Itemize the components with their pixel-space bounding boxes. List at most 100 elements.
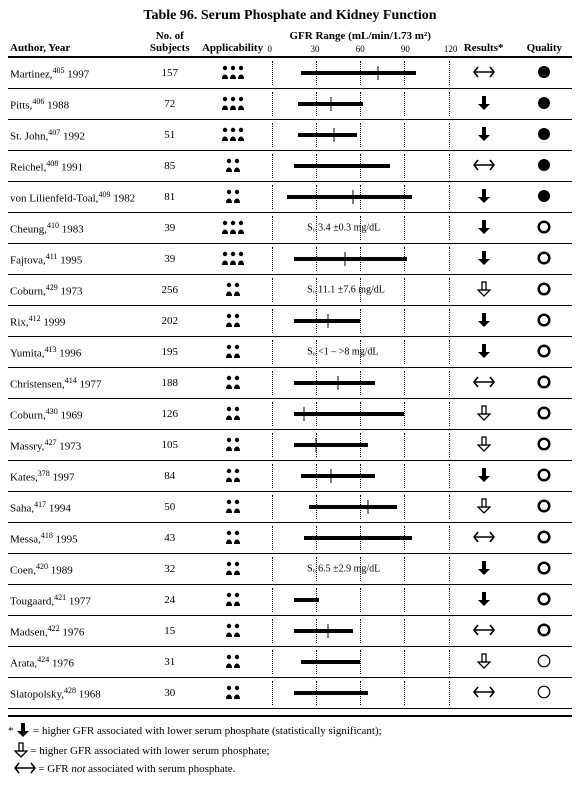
range-bar bbox=[294, 443, 368, 447]
range-text: Sₒ <1 – >8 mg/dL bbox=[307, 347, 378, 358]
range-marker bbox=[333, 128, 334, 142]
result-icon bbox=[477, 467, 491, 486]
applicability-cell bbox=[195, 89, 269, 120]
result-cell bbox=[451, 523, 517, 554]
range-bar bbox=[294, 629, 353, 633]
applicability-icon bbox=[225, 406, 241, 423]
table-row: Christensen,414 1977188 bbox=[8, 368, 572, 399]
range-marker bbox=[345, 252, 346, 266]
author-cell: St. John,407 1992 bbox=[8, 120, 144, 151]
result-cell bbox=[451, 244, 517, 275]
result-icon bbox=[477, 405, 491, 424]
result-cell bbox=[451, 678, 517, 709]
col-quality: Quality bbox=[517, 28, 572, 57]
range-bar bbox=[301, 71, 416, 75]
footnote-line: * = higher GFR associated with lower ser… bbox=[8, 722, 572, 741]
applicability-cell bbox=[195, 120, 269, 151]
table-row: St. John,407 199251 bbox=[8, 120, 572, 151]
col-applicability: Applicability bbox=[195, 28, 269, 57]
subjects-cell: 105 bbox=[144, 430, 195, 461]
gfr-range-cell bbox=[270, 523, 451, 554]
range-bar bbox=[294, 257, 408, 261]
author-cell: Yumita,413 1996 bbox=[8, 337, 144, 368]
result-icon bbox=[473, 624, 495, 639]
table-row: Pitts,406 198872 bbox=[8, 89, 572, 120]
gfr-range-cell bbox=[270, 57, 451, 89]
subjects-cell: 72 bbox=[144, 89, 195, 120]
result-cell bbox=[451, 554, 517, 585]
range-bar bbox=[294, 164, 390, 168]
subjects-cell: 31 bbox=[144, 647, 195, 678]
quality-cell bbox=[517, 399, 572, 430]
gfr-range-cell bbox=[270, 678, 451, 709]
subjects-cell: 85 bbox=[144, 151, 195, 182]
quality-cell bbox=[517, 306, 572, 337]
subjects-cell: 39 bbox=[144, 244, 195, 275]
applicability-icon bbox=[225, 654, 241, 671]
quality-icon bbox=[537, 220, 551, 237]
subjects-cell: 43 bbox=[144, 523, 195, 554]
result-icon bbox=[473, 376, 495, 391]
applicability-cell bbox=[195, 399, 269, 430]
quality-icon bbox=[537, 158, 551, 175]
result-icon bbox=[477, 126, 491, 145]
applicability-icon bbox=[221, 127, 245, 144]
result-cell bbox=[451, 337, 517, 368]
gfr-range-cell bbox=[270, 399, 451, 430]
result-cell bbox=[451, 306, 517, 337]
gfr-range-cell bbox=[270, 492, 451, 523]
result-cell bbox=[451, 57, 517, 89]
gfr-range-cell bbox=[270, 585, 451, 616]
result-icon bbox=[473, 686, 495, 701]
applicability-icon bbox=[225, 530, 241, 547]
result-cell bbox=[451, 616, 517, 647]
author-cell: Coburn,429 1973 bbox=[8, 275, 144, 306]
range-marker bbox=[377, 66, 378, 80]
table-title: Table 96. Serum Phosphate and Kidney Fun… bbox=[8, 8, 572, 24]
table-row: Reichel,408 199185 bbox=[8, 151, 572, 182]
gfr-range-cell bbox=[270, 306, 451, 337]
quality-icon bbox=[537, 313, 551, 330]
table-row: Slatopolsky,428 196830 bbox=[8, 678, 572, 709]
author-cell: Coen,420 1989 bbox=[8, 554, 144, 585]
author-cell: Saha,417 1994 bbox=[8, 492, 144, 523]
quality-cell bbox=[517, 430, 572, 461]
result-cell bbox=[451, 120, 517, 151]
quality-cell bbox=[517, 368, 572, 399]
applicability-cell bbox=[195, 368, 269, 399]
axis-tick: 30 bbox=[310, 44, 319, 54]
applicability-icon bbox=[225, 561, 241, 578]
range-bar bbox=[301, 660, 360, 664]
subjects-cell: 188 bbox=[144, 368, 195, 399]
applicability-cell bbox=[195, 523, 269, 554]
range-text: Sₒ 6.5 ±2.9 mg/dL bbox=[307, 564, 380, 575]
author-cell: Massry,427 1973 bbox=[8, 430, 144, 461]
result-icon bbox=[473, 66, 495, 81]
subjects-cell: 32 bbox=[144, 554, 195, 585]
result-cell bbox=[451, 461, 517, 492]
applicability-icon bbox=[225, 468, 241, 485]
range-text: Sₒ 3.4 ±0.3 mg/dL bbox=[307, 223, 380, 234]
quality-icon bbox=[537, 96, 551, 113]
subjects-cell: 15 bbox=[144, 616, 195, 647]
table-row: Kates,378 199784 bbox=[8, 461, 572, 492]
gfr-range-cell: Sₒ 3.4 ±0.3 mg/dL bbox=[270, 213, 451, 244]
applicability-icon bbox=[221, 251, 245, 268]
range-marker bbox=[330, 97, 331, 111]
quality-icon bbox=[537, 468, 551, 485]
range-marker bbox=[327, 314, 328, 328]
quality-icon bbox=[537, 127, 551, 144]
author-cell: von Lilienfeld-Toal,409 1982 bbox=[8, 182, 144, 213]
quality-cell bbox=[517, 616, 572, 647]
gfr-range-cell bbox=[270, 89, 451, 120]
quality-cell bbox=[517, 182, 572, 213]
quality-cell bbox=[517, 151, 572, 182]
gfr-range-cell: Sₒ 11.1 ±7.6 mg/dL bbox=[270, 275, 451, 306]
table-row: Rix,412 1999202 bbox=[8, 306, 572, 337]
quality-icon bbox=[537, 251, 551, 268]
quality-icon bbox=[537, 592, 551, 609]
subjects-cell: 157 bbox=[144, 57, 195, 89]
quality-cell bbox=[517, 647, 572, 678]
result-icon bbox=[477, 250, 491, 269]
range-bar bbox=[294, 381, 375, 385]
